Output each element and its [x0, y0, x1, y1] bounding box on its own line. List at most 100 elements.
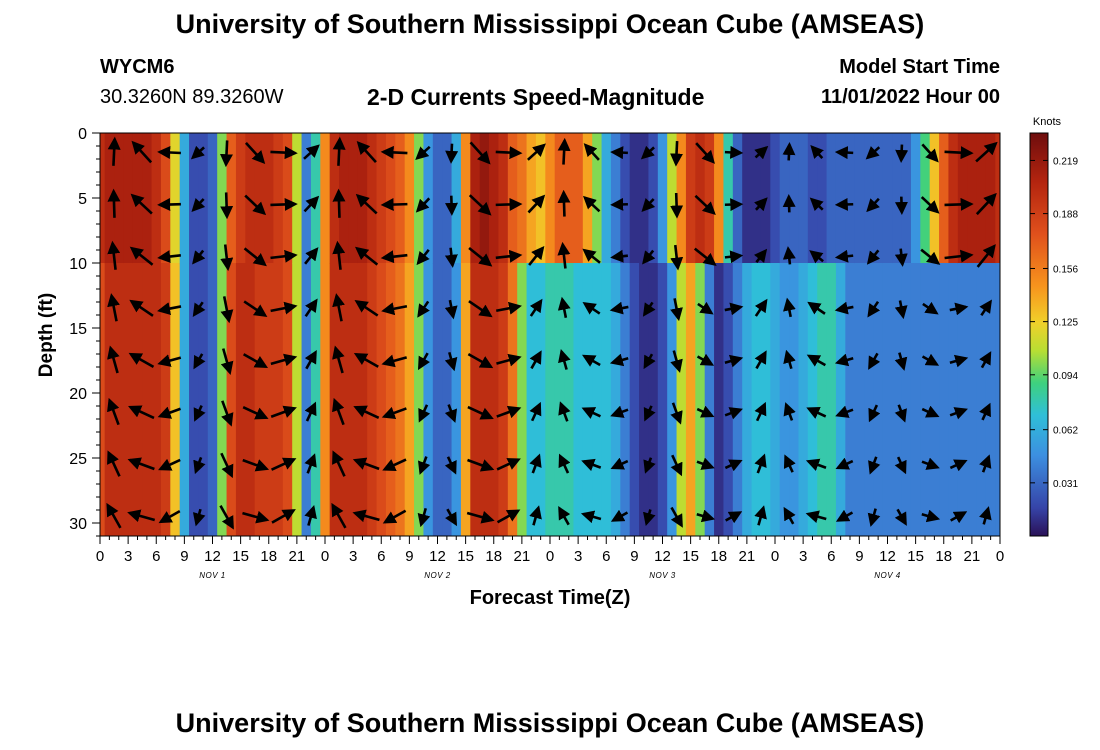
current-vector — [643, 457, 656, 474]
current-vector — [528, 245, 545, 266]
x-tick-label: 0 — [96, 548, 104, 565]
current-vector — [355, 193, 378, 215]
current-vector — [332, 450, 346, 477]
heat-cell — [882, 133, 893, 264]
current-vector — [754, 145, 769, 160]
heat-cell — [367, 263, 378, 536]
current-vector — [382, 458, 407, 471]
heat-cell — [517, 263, 528, 536]
current-vector — [558, 348, 571, 370]
current-vector — [271, 509, 296, 524]
current-vector — [129, 246, 154, 266]
current-vector — [193, 405, 206, 422]
current-vector — [867, 508, 881, 527]
current-vector — [868, 456, 881, 475]
heat-cell — [348, 263, 359, 536]
heat-cell — [245, 263, 256, 536]
current-vector — [558, 401, 571, 422]
current-vector — [242, 458, 270, 472]
heat-cell — [910, 263, 921, 536]
colorbar-tick-label: 0.156 — [1053, 264, 1078, 275]
current-vector — [107, 293, 120, 322]
colorbar-label: Knots — [1033, 116, 1062, 128]
y-tick-label: 20 — [69, 386, 87, 403]
current-vector — [496, 458, 521, 471]
current-vector — [610, 405, 629, 418]
current-vector — [697, 301, 714, 315]
current-vector — [922, 301, 939, 315]
current-vector — [529, 505, 542, 526]
heat-cell — [779, 263, 790, 536]
heat-cell — [770, 263, 781, 536]
current-vector — [469, 141, 491, 165]
current-vector — [270, 405, 297, 418]
current-vector — [894, 352, 908, 371]
heat-cell — [564, 133, 575, 264]
heat-cell — [179, 263, 190, 536]
heat-cell — [648, 263, 659, 536]
x-tick-label: 15 — [907, 548, 924, 565]
heat-cell — [489, 133, 500, 264]
current-vector — [304, 350, 317, 370]
current-vector — [107, 136, 121, 166]
heat-cell — [217, 133, 228, 264]
current-vector — [696, 353, 715, 366]
current-vector — [609, 301, 629, 315]
current-vector — [950, 511, 968, 524]
current-vector — [445, 195, 459, 216]
current-vector — [782, 246, 796, 265]
current-vector — [834, 353, 854, 367]
x-tick-label: 0 — [771, 548, 779, 565]
current-vector — [444, 247, 458, 268]
current-vector — [610, 146, 628, 160]
current-vector — [865, 146, 881, 160]
current-vector — [496, 509, 521, 524]
current-vector — [949, 354, 969, 368]
heat-cell — [807, 263, 818, 536]
heat-cell — [723, 263, 734, 536]
current-vector — [467, 458, 495, 472]
heat-cell — [657, 133, 668, 264]
heat-cell — [939, 263, 950, 536]
heat-cell — [939, 133, 950, 264]
heat-cell — [573, 133, 584, 264]
current-vector — [467, 352, 494, 369]
heat-cell — [714, 133, 725, 264]
current-vector — [783, 297, 796, 318]
current-vector — [696, 405, 715, 418]
heat-cell — [789, 263, 800, 536]
current-vector — [158, 458, 181, 471]
heat-cell — [123, 263, 134, 536]
heat-cell — [845, 263, 856, 536]
x-tick-label: 21 — [514, 548, 531, 565]
current-vector — [106, 502, 122, 529]
heat-cell — [545, 263, 556, 536]
current-vector — [834, 301, 854, 315]
current-vector — [107, 450, 121, 477]
current-vectors — [106, 136, 998, 530]
current-vector — [643, 509, 656, 527]
current-vector — [609, 353, 629, 367]
heat-cell — [498, 133, 509, 264]
current-vector — [158, 510, 181, 524]
heat-cell — [770, 133, 781, 264]
current-vector — [192, 249, 206, 265]
heat-cell — [854, 133, 865, 264]
heat-cell — [132, 263, 143, 536]
x-tick-label: 12 — [429, 548, 446, 565]
heat-cell — [901, 263, 912, 536]
heat-cell — [423, 263, 434, 536]
current-vector — [696, 457, 715, 470]
current-vector — [127, 509, 156, 523]
heat-cell — [967, 263, 978, 536]
heat-cell — [732, 263, 743, 536]
current-vector — [219, 140, 233, 168]
x-tick-label: 12 — [204, 548, 221, 565]
current-vector — [192, 508, 206, 527]
current-vector — [894, 404, 907, 423]
x-tick-label: 21 — [964, 548, 981, 565]
heat-cell — [657, 263, 668, 536]
current-vector — [921, 509, 941, 523]
heat-cell — [751, 263, 762, 536]
footer-title: University of Southern Mississippi Ocean… — [175, 708, 925, 738]
